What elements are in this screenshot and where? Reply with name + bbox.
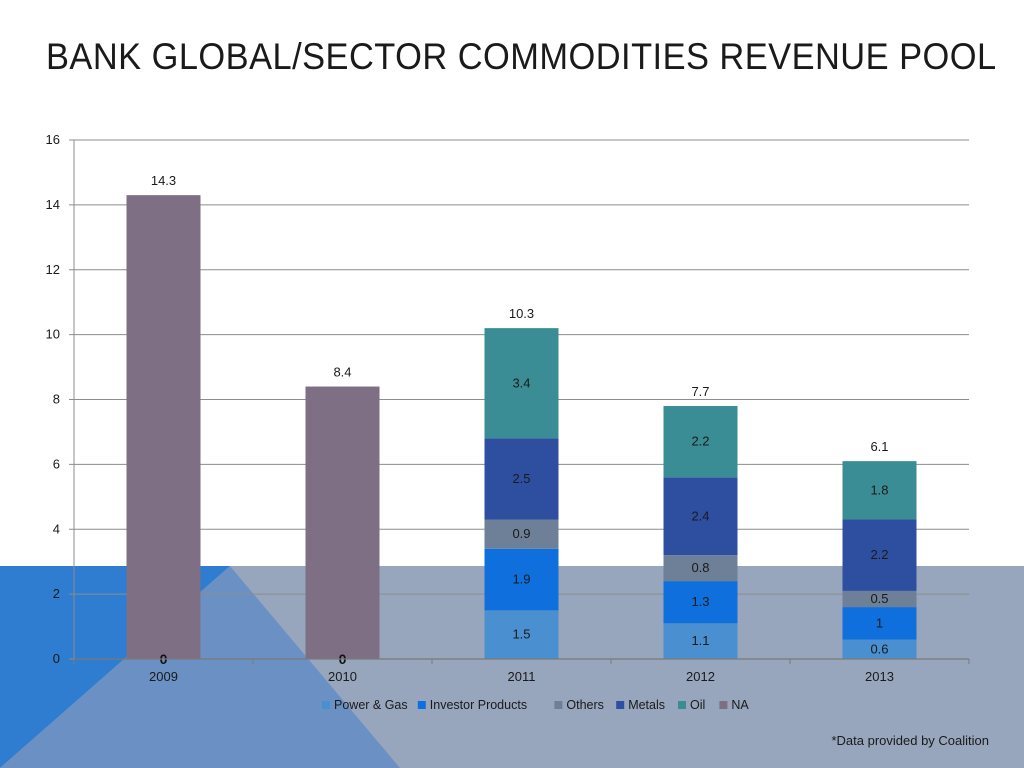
legend-label: Metals [628,698,665,712]
bars [126,195,917,660]
legend-swatch [678,701,686,709]
bar-segment-na [126,195,201,660]
total-value-label: 8.4 [333,365,351,380]
y-tick-label: 4 [53,521,60,536]
footnote: *Data provided by Coalition [831,733,989,748]
legend-label: NA [731,698,749,712]
legend: Power & Gas Investor Products Others Metals… [322,698,749,712]
segment-value-label: 0.9 [512,526,530,541]
legend-swatch [719,701,728,709]
bar-segment-metals [842,519,917,591]
bar-segment-oil [842,461,917,520]
segment-value-label: 0.8 [691,560,709,575]
y-tick-label: 12 [46,262,60,277]
segment-value-label: 2.2 [870,547,888,562]
y-axis: 0 2 4 6 8 10 12 14 16 [46,132,75,666]
legend-swatch [322,701,330,709]
legend-swatch [417,701,426,709]
bar-segment-others [663,555,738,582]
segment-value-label: 1.9 [512,572,530,587]
bar-segment-investor-products [842,607,917,640]
legend-swatch [554,701,563,709]
x-category-label: 2013 [865,669,894,684]
bar-segment-metals [484,438,559,520]
legend-label: Investor Products [430,698,527,712]
y-tick-label: 0 [53,651,60,666]
y-tick-label: 10 [46,327,60,342]
segment-value-label: 1.5 [512,627,530,642]
bar-segment-na [305,386,380,659]
legend-label: Oil [690,698,705,712]
bar-segment-power-gas [484,610,559,659]
bar-segment-investor-products [663,581,738,624]
background-triangle-light [0,566,400,768]
segment-value-label: 1.1 [691,633,709,648]
segment-value-label: 1.8 [870,482,888,497]
total-value-label: 7.7 [691,384,709,399]
x-category-label: 2009 [149,669,178,684]
bar-segment-power-gas [663,623,738,659]
segment-value-label: 1.3 [691,594,709,609]
y-tick-label: 6 [53,456,60,471]
y-tick-label: 8 [53,392,60,407]
y-tick-label: 16 [46,132,60,147]
bar-segment-others [484,519,559,549]
bar-segment-investor-products [484,548,559,611]
legend-swatch [616,701,625,709]
total-value-label: 6.1 [870,439,888,454]
segment-value-label: 3.4 [512,375,530,390]
total-value-label: 10.3 [509,306,534,321]
bar-segment-oil [484,328,559,439]
total-value-label: 14.3 [151,173,176,188]
bar-segment-others [842,590,917,608]
bar-segment-power-gas [842,639,917,659]
y-tick-label: 14 [46,197,60,212]
x-category-label: 2011 [508,669,536,684]
legend-label: Others [566,698,604,712]
y-tick-label: 2 [53,586,60,601]
segment-value-label: 2.5 [512,471,530,486]
segment-value-label: 2.2 [691,434,709,449]
bar-segment-metals [663,477,738,556]
x-axis: 2009 2010 2011 2012 2013 [73,658,970,684]
segment-value-label: 0.5 [870,591,888,606]
segment-value-label: 1 [876,615,883,630]
x-category-label: 2010 [328,669,357,684]
legend-label: Power & Gas [334,698,408,712]
bar-segment-oil [663,405,738,478]
data-labels: 14.308.401.51.90.92.53.410.31.11.30.82.4… [151,173,889,667]
x-category-label: 2012 [686,669,715,684]
segment-value-label: 0.6 [870,641,888,656]
segment-value-label: 2.4 [691,508,709,523]
slide-title: BANK GLOBAL/SECTOR COMMODITIES REVENUE P… [46,36,997,77]
